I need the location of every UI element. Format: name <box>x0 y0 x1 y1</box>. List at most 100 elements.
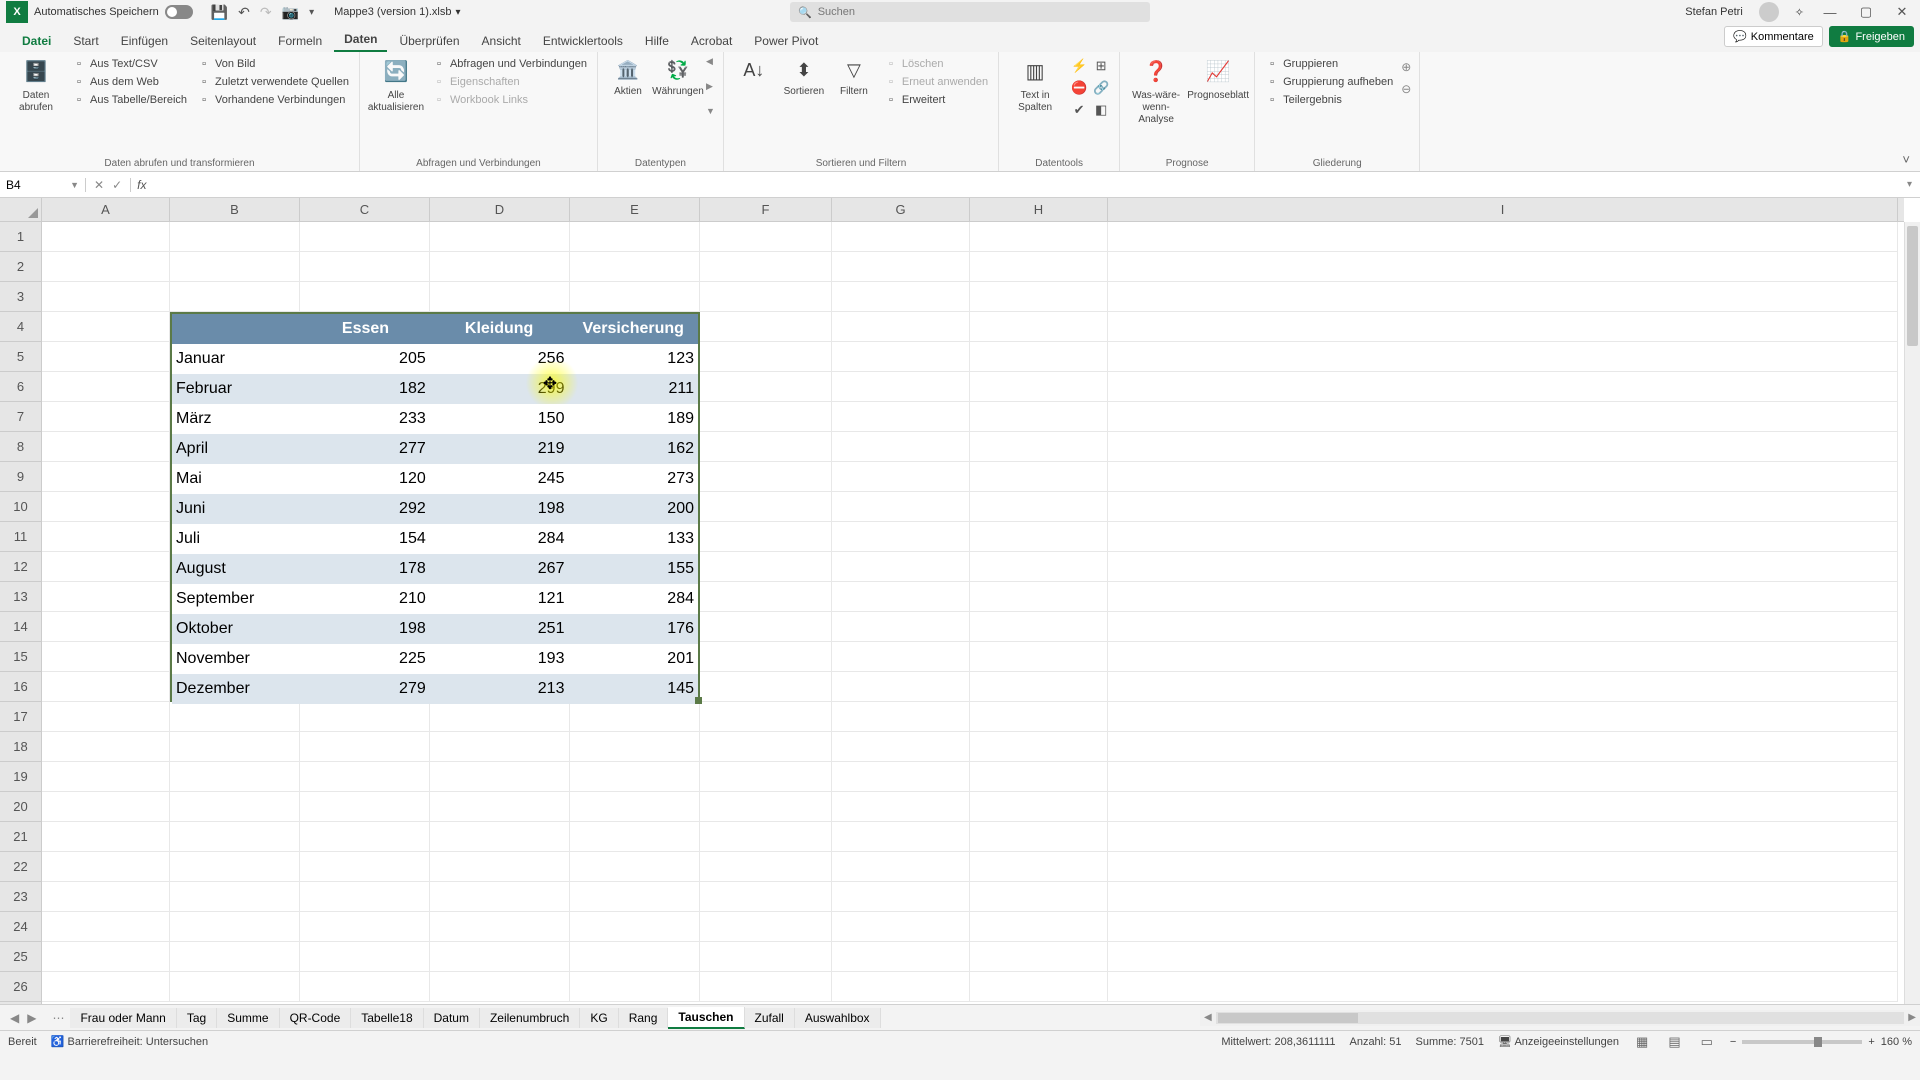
cell[interactable] <box>300 282 430 312</box>
cell[interactable] <box>570 222 700 252</box>
cell[interactable] <box>700 372 832 402</box>
cell[interactable] <box>42 222 170 252</box>
show-detail-icon[interactable]: ⊕ <box>1401 60 1411 74</box>
cell[interactable] <box>570 282 700 312</box>
cell[interactable] <box>430 882 570 912</box>
normal-view-icon[interactable]: ▦ <box>1633 1034 1651 1050</box>
sheet-next-icon[interactable]: ▶ <box>27 1011 36 1025</box>
cell[interactable] <box>970 912 1108 942</box>
table-cell[interactable]: August <box>172 554 301 584</box>
row-header-2[interactable]: 2 <box>0 252 41 282</box>
table-cell[interactable]: 189 <box>568 404 698 434</box>
cell[interactable] <box>970 552 1108 582</box>
cell[interactable] <box>170 732 300 762</box>
cell[interactable] <box>170 762 300 792</box>
zoom-in-icon[interactable]: + <box>1868 1036 1874 1048</box>
enter-icon[interactable]: ✓ <box>112 178 122 192</box>
cell[interactable] <box>42 702 170 732</box>
cell[interactable] <box>170 912 300 942</box>
table-cell[interactable]: 133 <box>568 524 698 554</box>
sheet-list-icon[interactable]: ⋯ <box>46 1011 70 1025</box>
tab-formeln[interactable]: Formeln <box>268 30 332 52</box>
cell[interactable] <box>832 642 970 672</box>
row-header-5[interactable]: 5 <box>0 342 41 372</box>
sheet-tab[interactable]: Summe <box>217 1008 279 1028</box>
remove-dup-icon[interactable]: ⛔ <box>1069 78 1089 98</box>
sheet-tab[interactable]: Rang <box>619 1008 669 1028</box>
share-button[interactable]: 🔒 Freigeben <box>1829 26 1914 47</box>
cell[interactable] <box>1108 792 1898 822</box>
cell[interactable] <box>700 672 832 702</box>
search-box[interactable]: 🔍 Suchen <box>790 2 1150 22</box>
tab-ansicht[interactable]: Ansicht <box>472 30 531 52</box>
table-header[interactable]: Kleidung <box>430 314 569 344</box>
cell[interactable] <box>1108 492 1898 522</box>
cell[interactable] <box>42 732 170 762</box>
cell[interactable] <box>300 732 430 762</box>
cell[interactable] <box>170 822 300 852</box>
cell[interactable] <box>832 402 970 432</box>
forecast-button[interactable]: 📈Prognoseblatt <box>1190 56 1246 102</box>
cell[interactable] <box>700 942 832 972</box>
table-cell[interactable]: 200 <box>568 494 698 524</box>
cell[interactable] <box>42 312 170 342</box>
fill-handle[interactable] <box>695 697 702 704</box>
cell[interactable] <box>700 282 832 312</box>
table-cell[interactable]: März <box>172 404 301 434</box>
cell[interactable] <box>42 522 170 552</box>
cell[interactable] <box>700 492 832 522</box>
cell[interactable] <box>832 312 970 342</box>
cell[interactable] <box>832 252 970 282</box>
table-header[interactable] <box>172 314 301 344</box>
cell[interactable] <box>42 342 170 372</box>
cell[interactable] <box>300 852 430 882</box>
row-header-16[interactable]: 16 <box>0 672 41 702</box>
table-cell[interactable]: Mai <box>172 464 301 494</box>
cell[interactable] <box>570 882 700 912</box>
redo-icon[interactable]: ↷ <box>260 4 272 21</box>
zoom-level[interactable]: 160 % <box>1881 1036 1912 1048</box>
cell[interactable] <box>970 762 1108 792</box>
cell[interactable] <box>970 462 1108 492</box>
table-cell[interactable]: 213 <box>430 674 569 704</box>
table-cell[interactable]: 256 <box>430 344 569 374</box>
cell[interactable] <box>700 342 832 372</box>
text-to-columns-button[interactable]: ▥ Text in Spalten <box>1007 56 1063 114</box>
coming-soon-icon[interactable]: ✧ <box>1795 6 1804 19</box>
table-cell[interactable]: Februar <box>172 374 301 404</box>
row-header-19[interactable]: 19 <box>0 762 41 792</box>
cell[interactable] <box>170 792 300 822</box>
sheet-tab[interactable]: Tabelle18 <box>351 1008 423 1028</box>
cell[interactable] <box>832 942 970 972</box>
cell[interactable] <box>42 432 170 462</box>
cell[interactable] <box>832 462 970 492</box>
ribbon-item[interactable]: ▫Gruppieren <box>1263 56 1395 72</box>
cell[interactable] <box>430 732 570 762</box>
cell[interactable] <box>970 882 1108 912</box>
table-cell[interactable]: 162 <box>568 434 698 464</box>
table-cell[interactable]: 198 <box>430 494 569 524</box>
cell[interactable] <box>1108 912 1898 942</box>
ribbon-item[interactable]: ▫Teilergebnis <box>1263 92 1395 108</box>
cell[interactable] <box>42 762 170 792</box>
cell[interactable] <box>700 612 832 642</box>
cell[interactable] <box>170 282 300 312</box>
cell[interactable] <box>1108 642 1898 672</box>
tab-einfügen[interactable]: Einfügen <box>111 30 178 52</box>
cell[interactable] <box>170 852 300 882</box>
cell[interactable] <box>300 702 430 732</box>
table-cell[interactable]: 150 <box>430 404 569 434</box>
table-header[interactable]: Versicherung <box>568 314 698 344</box>
cell[interactable] <box>700 522 832 552</box>
cell[interactable] <box>570 972 700 1002</box>
cell[interactable] <box>970 372 1108 402</box>
sheet-tab[interactable]: Auswahlbox <box>795 1008 881 1028</box>
cell[interactable] <box>570 762 700 792</box>
prev-icon[interactable]: ◀ <box>706 56 715 67</box>
cell[interactable] <box>970 312 1108 342</box>
ribbon-item[interactable]: ▫Aus Text/CSV <box>70 56 189 72</box>
cell[interactable] <box>970 582 1108 612</box>
cell[interactable] <box>832 612 970 642</box>
relations-icon[interactable]: 🔗 <box>1091 78 1111 98</box>
ribbon-item[interactable]: ▫Aus dem Web <box>70 74 189 90</box>
